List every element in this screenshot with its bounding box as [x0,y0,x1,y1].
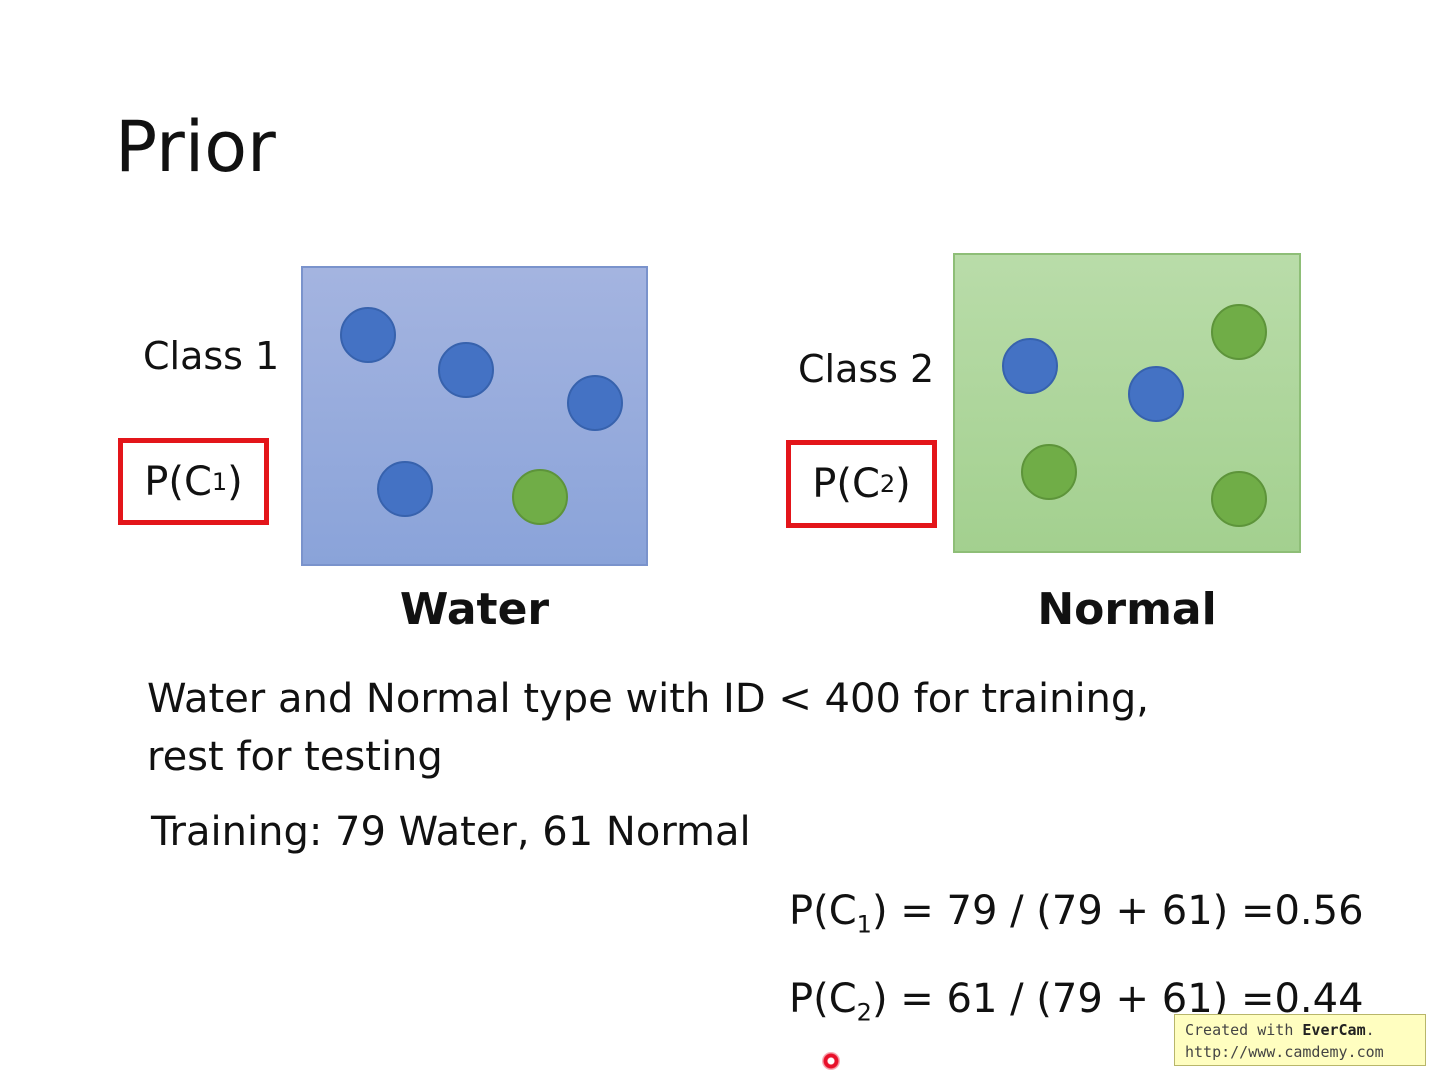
formula1-rest: ) = 79 / (79 + 61) =0.56 [871,888,1364,934]
evercam-watermark: Created with EverCam. http://www.camdemy… [1174,1014,1426,1066]
watermark-url: http://www.camdemy.com [1185,1043,1384,1061]
formula1-sub: 1 [856,910,872,939]
sample-dot [377,461,433,517]
class1-prior-sub: 1 [211,467,228,496]
class1-prior-base: P(C [144,458,212,505]
formula2-base: P(C [789,976,857,1022]
class2-prior-close: ) [895,461,911,507]
water-type-label: Water [399,584,550,635]
prior-formula-1: P(C1) = 79 / (79 + 61) =0.56 [789,891,1364,936]
class1-label: Class 1 [143,334,280,378]
class2-prior-box: P(C 2) [786,440,937,528]
slide-title: Prior [115,106,276,188]
water-sample-panel [301,266,648,566]
pointer-cursor-icon [822,1052,840,1070]
sample-dot [438,342,494,398]
watermark-brand: EverCam [1302,1021,1366,1039]
class1-prior-box: P(C 1) [118,438,269,525]
sample-dot [1211,471,1267,527]
formula2-rest: ) = 61 / (79 + 61) =0.44 [871,976,1364,1022]
description-line-1: Water and Normal type with ID < 400 for … [147,676,1150,722]
class2-prior-sub: 2 [879,470,896,498]
training-counts-text: Training: 79 Water, 61 Normal [151,809,751,855]
sample-dot [1021,444,1077,500]
normal-sample-panel [953,253,1301,553]
normal-type-label: Normal [1037,584,1217,635]
class1-prior-close: ) [227,458,243,505]
sample-dot [567,375,623,431]
sample-dot [1211,304,1267,360]
class2-prior-base: P(C [812,461,880,507]
watermark-line-1: Created with EverCam. [1185,1019,1425,1041]
watermark-suffix: . [1365,1021,1375,1039]
sample-dot [1002,338,1058,394]
formula1-base: P(C [789,888,857,934]
description-text: Water and Normal type with ID < 400 for … [147,670,1247,786]
description-line-2: rest for testing [147,734,443,780]
class2-label: Class 2 [798,347,935,391]
formula2-sub: 2 [856,998,872,1027]
sample-dot [1128,366,1184,422]
sample-dot [340,307,396,363]
sample-dot [512,469,568,525]
watermark-prefix: Created with [1185,1021,1303,1039]
prior-formula-2: P(C2) = 61 / (79 + 61) =0.44 [789,979,1364,1024]
